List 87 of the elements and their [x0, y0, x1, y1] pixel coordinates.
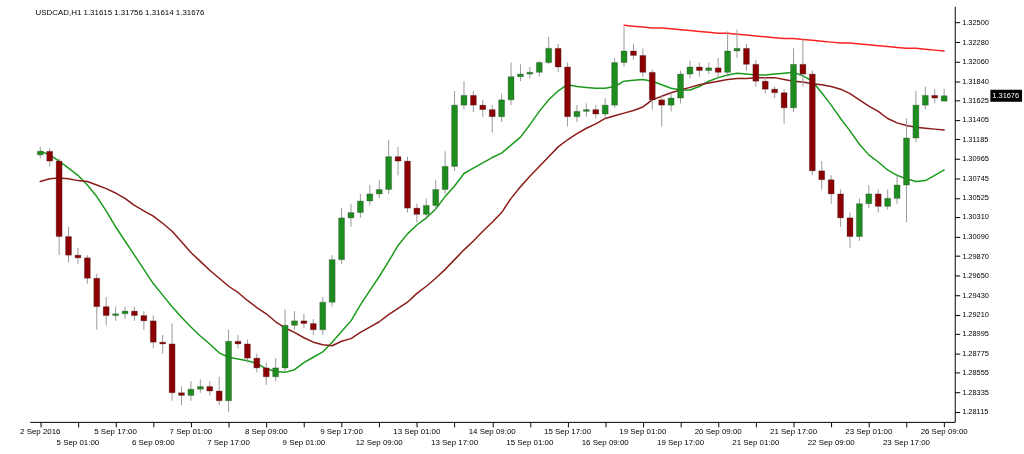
candlestick — [366, 184, 373, 206]
candlestick — [639, 47, 646, 78]
candlestick — [432, 179, 439, 211]
candlestick — [216, 376, 223, 406]
x-tick-label: 16 Sep 09:00 — [581, 437, 630, 447]
candlestick — [602, 97, 609, 119]
candlestick — [498, 93, 505, 123]
x-tick-label: 2 Sep 2016 — [20, 426, 62, 436]
candlestick — [884, 188, 891, 211]
chart-title: USDCAD,H1 1.31615 1.31756 1.31614 1.31676 — [35, 8, 206, 18]
x-tick-label: 23 Sep 17:00 — [882, 437, 931, 447]
x-tick-label: 13 Sep 17:00 — [431, 437, 479, 447]
candlestick — [300, 313, 308, 329]
candlestick — [470, 90, 477, 113]
x-tick-label: 13 Sep 01:00 — [393, 426, 442, 436]
candlestick — [828, 174, 835, 205]
candlestick — [526, 66, 533, 80]
candlestick — [357, 193, 364, 219]
candlestick — [423, 197, 430, 221]
candlestick — [460, 80, 468, 111]
candlestick — [893, 174, 901, 205]
candlestick — [394, 146, 402, 176]
candlestick — [799, 38, 807, 88]
x-tick-label: 12 Sep 09:00 — [355, 437, 404, 447]
x-tick-label: 14 Sep 09:00 — [468, 426, 517, 436]
candlestick — [263, 362, 270, 386]
candlestick — [875, 188, 882, 214]
candlestick — [234, 334, 242, 349]
candlestick — [178, 386, 185, 406]
x-tick-label: 6 Sep 09:00 — [131, 437, 176, 447]
x-tick-label: 22 Sep 09:00 — [807, 437, 856, 447]
candlestick — [658, 94, 665, 127]
candlestick — [555, 43, 562, 73]
candlestick — [442, 150, 449, 195]
candlestick — [413, 203, 421, 223]
candlestick — [84, 254, 91, 285]
x-tick-label: 26 Sep 09:00 — [920, 426, 969, 436]
candlestick — [121, 306, 129, 320]
candlestick — [818, 160, 825, 190]
candlestick — [667, 92, 675, 112]
x-tick-label: 15 Sep 01:00 — [506, 437, 554, 447]
candlestick — [187, 380, 195, 402]
candlestick — [724, 30, 731, 78]
candlestick — [780, 88, 788, 125]
x-tick-label: 5 Sep 17:00 — [94, 426, 138, 436]
x-tick-label: 8 Sep 09:00 — [244, 426, 289, 436]
candlestick — [74, 247, 82, 265]
x-tick-label: 19 Sep 17:00 — [657, 437, 705, 447]
candlestick — [573, 104, 581, 123]
candlestick — [291, 310, 298, 331]
candlestick — [545, 36, 552, 65]
candlestick — [752, 59, 759, 88]
x-tick-label: 15 Sep 17:00 — [544, 426, 592, 436]
line-series — [623, 24, 945, 52]
candlestick — [686, 60, 694, 80]
candlestick — [244, 339, 251, 364]
x-tick-label: 9 Sep 01:00 — [282, 437, 326, 447]
x-tick-label: 9 Sep 17:00 — [320, 426, 364, 436]
x-tick-label: 21 Sep 17:00 — [769, 426, 818, 436]
candlestick — [743, 43, 750, 72]
candlestick — [922, 86, 929, 111]
candlestick — [103, 296, 110, 326]
candlestick — [733, 29, 741, 59]
candlestick — [677, 70, 684, 104]
candlestick — [140, 310, 147, 331]
candlestick — [837, 188, 844, 228]
x-tick-label: 23 Sep 01:00 — [845, 426, 893, 436]
candlestick — [347, 203, 355, 228]
candlestick — [65, 226, 72, 263]
x-tick-label: 20 Sep 09:00 — [694, 426, 743, 436]
candlestick — [489, 104, 496, 134]
candlestick — [272, 357, 279, 382]
candlestick — [620, 26, 628, 68]
candlestick — [507, 62, 515, 106]
x-tick-label: 19 Sep 01:00 — [619, 426, 667, 436]
candlestick — [941, 88, 948, 102]
candlestick — [846, 212, 854, 249]
x-tick-label: 21 Sep 01:00 — [732, 437, 780, 447]
candlestick — [253, 353, 260, 373]
candlestick — [376, 179, 383, 199]
x-tick-label: 7 Sep 01:00 — [169, 426, 213, 436]
candlestick — [150, 315, 157, 349]
x-tick-label: 7 Sep 17:00 — [207, 437, 251, 447]
candlestick — [159, 334, 166, 355]
x-tick-label: 5 Sep 01:00 — [56, 437, 100, 447]
candlestick — [715, 57, 722, 80]
candlestick — [865, 184, 872, 209]
